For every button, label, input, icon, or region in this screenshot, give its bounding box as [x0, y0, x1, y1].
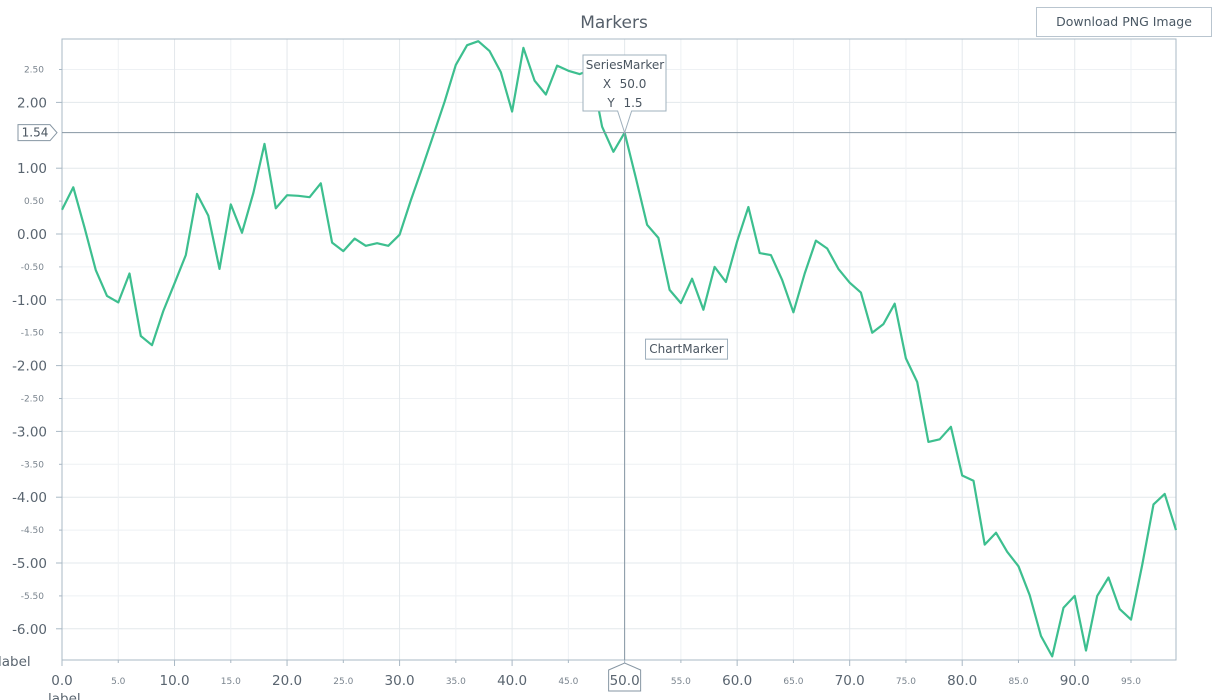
x-tick-label: 30.0 [385, 673, 415, 689]
y-tick-label: -6.00 [12, 622, 47, 638]
x-tick-label: 60.0 [722, 673, 752, 689]
y-tick-label-minor: -2.50 [21, 395, 45, 405]
x-tick-label-minor: 15.0 [221, 677, 241, 687]
plot-frame [61, 38, 1177, 661]
x-tick-label-minor: 75.0 [896, 677, 916, 687]
download-png-button[interactable]: Download PNG Image [1036, 7, 1212, 37]
x-tick-label: 80.0 [947, 673, 977, 689]
y-tick-label-minor: -0.50 [21, 263, 45, 273]
y-tick-label: -3.00 [12, 424, 47, 440]
x-tick-label: 40.0 [497, 673, 527, 689]
series-marker-box [582, 54, 667, 135]
x-tick-label-minor: 55.0 [671, 677, 691, 687]
y-tick-label-minor: 0.50 [24, 197, 44, 207]
x-tick-label: 0.0 [51, 673, 72, 689]
cursor-x-tag [608, 662, 642, 692]
y-tick-labels: 2.00 1.00 0.00 -1.00 -2.00 -3.00 -4.00 -5.00 -6.… [12, 66, 47, 638]
series-marker-title: SeriesMarker [586, 58, 664, 72]
y-axis-label: label [0, 654, 31, 670]
axes [56, 38, 1177, 666]
cursor-y-tag [17, 124, 58, 142]
x-tick-label-minor: 85.0 [1008, 677, 1028, 687]
x-tick-label-minor: 95.0 [1121, 677, 1141, 687]
x-tick-label-minor: 45.0 [558, 677, 578, 687]
y-tick-label: 2.00 [17, 95, 47, 111]
series-layer [61, 40, 1178, 658]
x-tick-label: 70.0 [835, 673, 865, 689]
x-tick-label: 20.0 [272, 673, 302, 689]
y-tick-label: -2.00 [12, 359, 47, 375]
cursor-y-label: 1.54 [22, 126, 49, 140]
x-axis-label: label [48, 691, 81, 700]
series-marker-x-label: X [603, 77, 611, 91]
chart-marker-label: ChartMarker [649, 342, 724, 356]
series-marker-x-value: 50.0 [620, 77, 647, 91]
x-tick-label-minor: 5.0 [111, 677, 126, 687]
x-tick-label-minor: 65.0 [783, 677, 803, 687]
y-tick-label: 0.00 [17, 227, 47, 243]
series-line [61, 40, 1178, 658]
series-marker-y-label: Y [606, 96, 615, 110]
y-tick-label-minor: -5.50 [21, 592, 45, 602]
chart-title: Markers [580, 13, 648, 33]
y-tick-label: -5.00 [12, 556, 47, 572]
grid [61, 39, 1176, 660]
x-tick-label: 90.0 [1060, 673, 1090, 689]
series-marker-y-value: 1.5 [623, 96, 642, 110]
cursor-x-label: 50.0 [610, 673, 640, 689]
y-tick-label: -1.00 [12, 293, 47, 309]
cursor-layer: 1.54 50.0 [17, 113, 1176, 692]
chart-marker-box [645, 338, 729, 360]
y-tick-label-minor: -3.50 [21, 460, 45, 470]
x-tick-label-minor: 25.0 [333, 677, 353, 687]
x-tick-labels: 0.0 10.0 20.0 30.0 40.0 60.0 70.0 80.0 90.0 5.0 15… [51, 673, 1141, 689]
y-tick-label: 1.00 [17, 161, 47, 177]
y-tick-label: -4.00 [12, 490, 47, 506]
x-tick-label-minor: 35.0 [446, 677, 466, 687]
markers-layer: SeriesMarker X 50.0 Y 1.5 ChartMarker [582, 54, 729, 360]
y-tick-label-minor: 2.50 [24, 66, 44, 76]
y-tick-label-minor: -1.50 [21, 329, 45, 339]
x-tick-label: 10.0 [159, 673, 189, 689]
y-tick-label-minor: -4.50 [21, 526, 45, 536]
